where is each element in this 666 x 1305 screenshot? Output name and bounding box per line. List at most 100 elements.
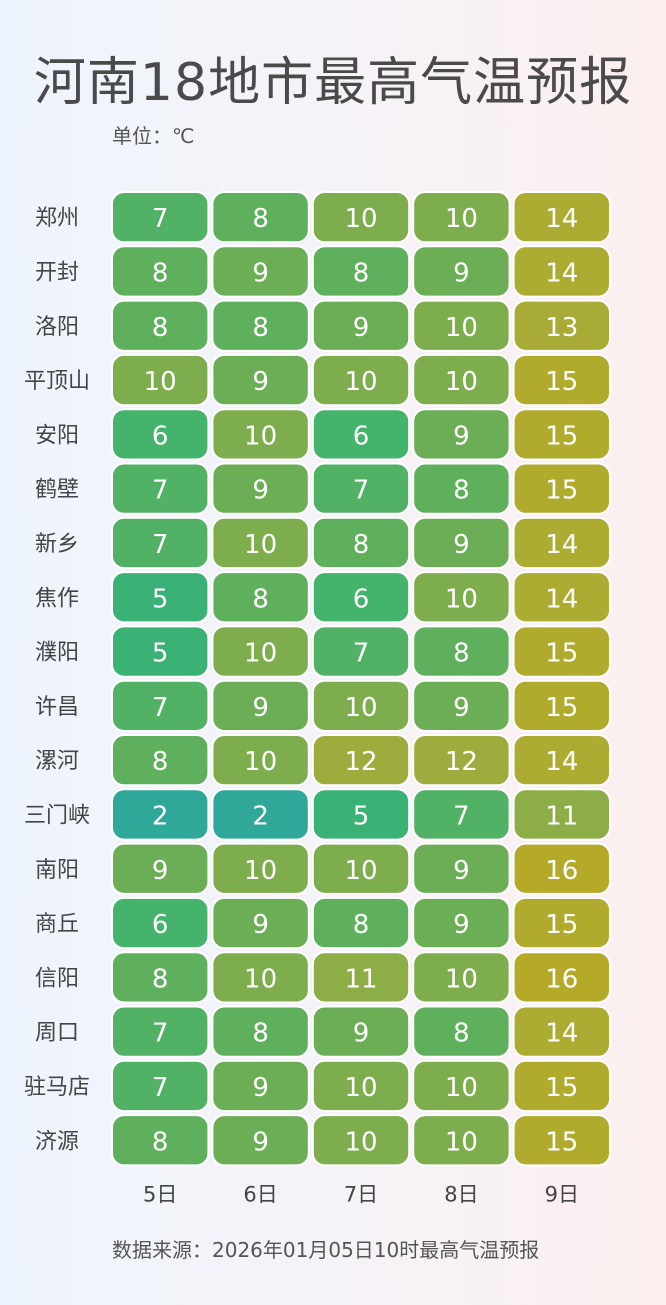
cell-value: 7 — [152, 693, 169, 723]
cell-value: 8 — [453, 1019, 470, 1049]
row-label: 新乡 — [35, 532, 79, 557]
heatmap-cell — [412, 788, 511, 841]
heatmap-cell — [512, 1005, 611, 1058]
heatmap-cell — [311, 734, 411, 787]
temperature-heatmap: 郑州 7 8 10 10 14 开封 8 9 8 9 14 洛阳 8 8 9 10 13 平顶山 10 9 10 10 15 安… — [24, 191, 611, 1206]
cell-value: 8 — [453, 639, 470, 669]
row-label: 漯河 — [35, 749, 79, 774]
heatmap-cell — [211, 625, 310, 678]
heatmap-cell — [412, 245, 511, 298]
heatmap-cell — [512, 299, 611, 352]
heatmap-cell — [311, 896, 411, 950]
heatmap-cell — [412, 516, 511, 570]
heatmap-cell — [211, 788, 310, 841]
heatmap-cell — [512, 516, 611, 570]
heatmap-cell — [111, 191, 210, 244]
heatmap-cell — [111, 299, 210, 352]
row-label: 驻马店 — [24, 1075, 90, 1100]
cell-value: 9 — [453, 530, 470, 560]
heatmap-cell — [111, 1005, 210, 1058]
heatmap-cell — [211, 1059, 310, 1113]
heatmap-cell — [111, 1114, 210, 1167]
cell-value: 8 — [353, 910, 370, 940]
heatmap-cell — [111, 571, 210, 624]
row-label: 鹤壁 — [35, 478, 79, 503]
cell-value: 12 — [344, 747, 377, 777]
cell-value: 14 — [545, 747, 578, 777]
cell-value: 10 — [244, 964, 277, 994]
cell-value: 10 — [445, 1073, 478, 1103]
heatmap-cell — [512, 679, 611, 733]
cell-value: 9 — [252, 693, 269, 723]
heatmap-cell — [412, 1059, 511, 1113]
column-label: 9日 — [545, 1182, 579, 1206]
cell-value: 7 — [152, 476, 169, 506]
row-label: 安阳 — [35, 423, 79, 448]
heatmap-cell — [211, 353, 310, 407]
heatmap-cell — [412, 1005, 511, 1058]
heatmap-cell — [412, 1114, 511, 1167]
heatmap-cell — [311, 353, 411, 407]
column-label: 7日 — [344, 1182, 378, 1206]
page-title: 河南18地市最高气温预报 — [33, 53, 633, 113]
heatmap-cell — [412, 191, 511, 244]
cell-value: 7 — [152, 1019, 169, 1049]
heatmap-cell — [512, 191, 611, 244]
heatmap-cell — [111, 951, 210, 1004]
cell-value: 10 — [344, 856, 377, 886]
heatmap-cell — [311, 842, 411, 895]
cell-value: 10 — [144, 367, 177, 397]
cell-value: 9 — [453, 693, 470, 723]
cell-value: 15 — [545, 693, 578, 723]
cell-value: 8 — [252, 1019, 269, 1049]
heatmap-cell — [111, 353, 210, 407]
heatmap-cell — [512, 788, 611, 841]
cell-value: 10 — [445, 584, 478, 614]
cell-value: 5 — [353, 801, 370, 831]
cell-value: 10 — [445, 1127, 478, 1157]
cell-value: 5 — [152, 639, 169, 669]
heatmap-cell — [211, 679, 310, 733]
heatmap-cell — [512, 1059, 611, 1113]
heatmap-cell — [311, 679, 411, 733]
heatmap-cell — [211, 191, 310, 244]
heatmap-cell — [111, 1059, 210, 1113]
heatmap-cell — [412, 679, 511, 733]
heatmap-cell — [311, 1059, 411, 1113]
cell-value: 15 — [545, 910, 578, 940]
heatmap-cell — [211, 516, 310, 570]
cell-value: 8 — [252, 584, 269, 614]
cell-value: 2 — [252, 801, 269, 831]
cell-value: 10 — [445, 204, 478, 234]
cell-value: 6 — [152, 910, 169, 940]
cell-value: 8 — [152, 313, 169, 343]
heatmap-cell — [412, 951, 511, 1004]
cell-value: 15 — [545, 1073, 578, 1103]
heatmap-cell — [412, 408, 511, 461]
heatmap-cell — [512, 734, 611, 787]
cell-value: 10 — [445, 964, 478, 994]
heatmap-cell — [111, 462, 210, 515]
cell-value: 14 — [545, 584, 578, 614]
heatmap-cell — [311, 571, 411, 624]
heatmap-cell — [111, 734, 210, 787]
cell-value: 13 — [545, 313, 578, 343]
cell-value: 14 — [545, 204, 578, 234]
heatmap-cell — [512, 625, 611, 678]
cell-value: 10 — [244, 856, 277, 886]
cell-value: 9 — [252, 367, 269, 397]
heatmap-cell — [211, 951, 310, 1004]
cell-value: 8 — [353, 258, 370, 288]
cell-value: 2 — [152, 801, 169, 831]
cell-value: 15 — [545, 476, 578, 506]
heatmap-cell — [412, 353, 511, 407]
cell-value: 10 — [344, 693, 377, 723]
cell-value: 9 — [252, 1127, 269, 1157]
heatmap-cell — [311, 299, 411, 352]
cell-value: 9 — [252, 1073, 269, 1103]
cell-value: 7 — [152, 530, 169, 560]
cell-value: 14 — [545, 530, 578, 560]
heatmap-cell — [111, 842, 210, 895]
row-label: 郑州 — [35, 206, 79, 231]
heatmap-cell — [512, 1114, 611, 1167]
